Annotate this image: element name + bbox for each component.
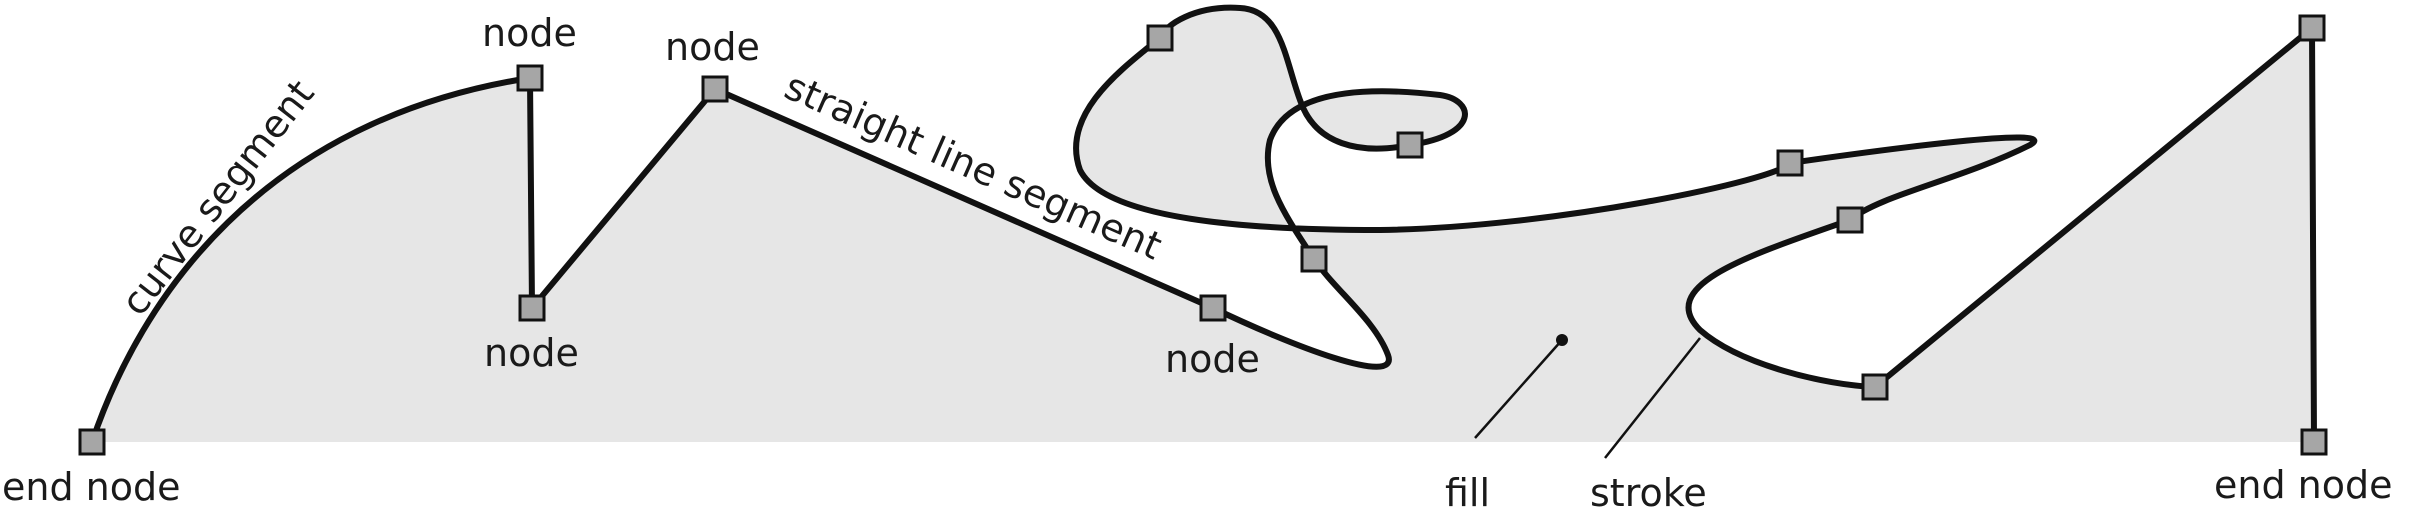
loop-node-5[interactable] — [1836, 206, 1864, 234]
label-stroke: stroke — [1590, 471, 1707, 513]
end-node-right[interactable] — [2300, 428, 2328, 456]
label-node-top-left: node — [482, 11, 577, 55]
fill-marker-dot — [1556, 334, 1568, 346]
label-end-node-left: end node — [2, 465, 181, 509]
node-bottom-left[interactable] — [518, 294, 546, 322]
node-top-mid[interactable] — [701, 75, 729, 103]
label-node-bottom-left: node — [484, 331, 579, 375]
path-stroke — [89, 4, 2317, 445]
stroke-leader-line — [1604, 337, 1701, 459]
label-end-node-right: end node — [2214, 463, 2393, 507]
path-nodes — [78, 14, 2328, 456]
loop-node-3[interactable] — [1300, 245, 1328, 273]
path-fill-region — [92, 7, 2314, 442]
loop-node-1[interactable] — [1146, 24, 1174, 52]
fill-leader-line — [1474, 339, 1563, 439]
loop-node-6[interactable] — [1861, 373, 1889, 401]
loop-node-2[interactable] — [1396, 131, 1424, 159]
label-fill: fill — [1445, 471, 1490, 513]
node-top-left[interactable] — [516, 64, 544, 92]
label-node-bottom-mid: node — [1165, 337, 1260, 381]
loop-node-4[interactable] — [1776, 149, 1804, 177]
node-bottom-mid[interactable] — [1199, 294, 1227, 322]
end-node-left[interactable] — [78, 428, 106, 456]
node-top-right[interactable] — [2298, 14, 2326, 42]
label-node-top-mid: node — [665, 25, 760, 69]
